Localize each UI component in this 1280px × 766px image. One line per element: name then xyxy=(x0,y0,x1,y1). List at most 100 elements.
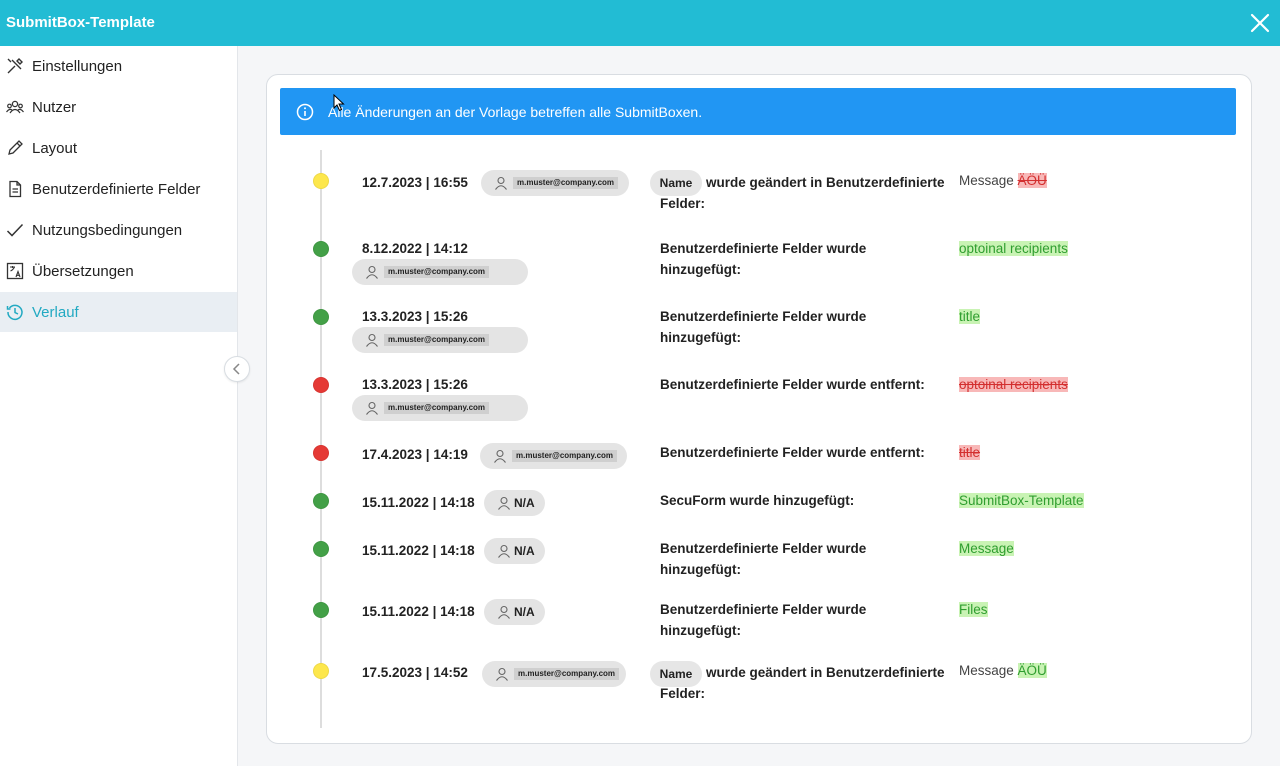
sidebar: Einstellungen Nutzer Layout Benutzerdefi… xyxy=(0,46,238,766)
sidebar-item-label: Einstellungen xyxy=(32,58,123,75)
info-banner-text: Alle Änderungen an der Vorlage betreffen… xyxy=(328,104,703,120)
close-icon[interactable] xyxy=(1248,11,1272,35)
sidebar-item-verlauf[interactable]: Verlauf xyxy=(0,292,237,332)
user-na: N/A xyxy=(514,544,535,558)
entry-description: SecuForm wurde hinzugefügt: xyxy=(660,493,855,508)
user-email: m.muster@company.com xyxy=(384,334,490,346)
sidebar-item-label: Verlauf xyxy=(32,304,79,321)
value-prefix: Message xyxy=(959,663,1014,678)
user-pill[interactable]: m.muster@company.com xyxy=(352,259,528,285)
pen-icon xyxy=(8,140,23,155)
entry-value: Message xyxy=(959,541,1014,556)
entry-datetime: 17.5.2023 | 14:52 xyxy=(362,665,468,680)
translate-icon xyxy=(6,262,24,280)
sidebar-item-label: Nutzer xyxy=(32,99,77,116)
user-icon xyxy=(494,449,506,463)
info-icon xyxy=(296,103,314,121)
entry-description: Benutzerdefinierte Felder wurde hinzugef… xyxy=(660,541,867,577)
entry-value: Files xyxy=(959,602,988,617)
status-dot-green xyxy=(313,602,329,618)
sidebar-item-label: Nutzungsbedingungen xyxy=(32,222,183,239)
user-pill[interactable]: m.muster@company.com xyxy=(352,395,528,421)
entry-datetime: 12.7.2023 | 16:55 xyxy=(362,175,468,190)
added-value: title xyxy=(959,309,981,324)
user-icon xyxy=(498,496,510,510)
mouse-cursor-icon xyxy=(333,94,345,112)
sidebar-item-uebersetzungen[interactable]: Übersetzungen xyxy=(0,251,237,291)
field-name-badge: Name xyxy=(650,170,702,196)
user-na: N/A xyxy=(514,605,535,619)
user-email: m.muster@company.com xyxy=(384,402,490,414)
entry-description: Benutzerdefinierte Felder wurde hinzugef… xyxy=(660,309,867,345)
removed-value: title xyxy=(959,445,981,460)
entry-value: title xyxy=(959,309,981,324)
added-value: optoinal recipients xyxy=(959,241,1068,256)
user-na: N/A xyxy=(514,496,535,510)
entry-description: Benutzerdefinierte Felder wurde entfernt… xyxy=(660,445,925,460)
entry-datetime: 15.11.2022 | 14:18 xyxy=(362,604,475,619)
sidebar-item-label: Benutzerdefinierte Felder xyxy=(32,181,201,198)
sidebar-item-nutzer[interactable]: Nutzer xyxy=(0,87,237,127)
sidebar-item-einstellungen[interactable]: Einstellungen xyxy=(0,46,237,86)
entry-description: Benutzerdefinierte Felder wurde hinzugef… xyxy=(660,241,867,277)
status-dot-green xyxy=(313,309,329,325)
title-bar: SubmitBox-Template xyxy=(0,0,1280,46)
window-title: SubmitBox-Template xyxy=(6,14,155,31)
user-pill[interactable]: m.muster@company.com xyxy=(352,327,528,353)
sidebar-item-label: Layout xyxy=(32,140,78,157)
user-pill[interactable]: m.muster@company.com xyxy=(482,661,626,687)
field-name-badge: Name xyxy=(650,661,702,687)
added-value: SubmitBox-Template xyxy=(959,493,1084,508)
user-pill[interactable]: m.muster@company.com xyxy=(481,170,629,196)
entry-value: Message ÄÖÜ xyxy=(959,173,1047,188)
chevron-left-icon xyxy=(232,363,240,375)
entry-datetime: 15.11.2022 | 14:18 xyxy=(362,543,475,558)
user-email: m.muster@company.com xyxy=(513,177,619,189)
entry-value: title xyxy=(959,445,981,460)
sidebar-item-nutzungsbedingungen[interactable]: Nutzungsbedingungen xyxy=(0,210,237,250)
user-pill[interactable]: N/A xyxy=(484,538,545,564)
user-pill[interactable]: m.muster@company.com xyxy=(480,443,627,469)
status-dot-red xyxy=(313,445,329,461)
checkmark-icon xyxy=(6,223,24,237)
document-icon xyxy=(9,180,22,198)
user-email: m.muster@company.com xyxy=(512,450,618,462)
user-icon xyxy=(366,265,378,279)
entry-value: Message ÄÖÜ xyxy=(959,663,1047,678)
entry-description: wurde geändert in Benutzerdefinierte Fel… xyxy=(660,665,945,701)
user-pill[interactable]: N/A xyxy=(484,490,545,516)
status-dot-green xyxy=(313,493,329,509)
status-dot-yellow xyxy=(313,663,329,679)
sidebar-item-layout[interactable]: Layout xyxy=(0,128,237,168)
entry-datetime: 13.3.2023 | 15:26 xyxy=(362,377,468,392)
entry-description: wurde geändert in Benutzerdefinierte Fel… xyxy=(660,175,945,211)
sidebar-item-benutzerdefinierte-felder[interactable]: Benutzerdefinierte Felder xyxy=(0,169,237,209)
entry-datetime: 17.4.2023 | 14:19 xyxy=(362,447,468,462)
entry-datetime: 8.12.2022 | 14:12 xyxy=(362,241,468,256)
entry-description: Benutzerdefinierte Felder wurde hinzugef… xyxy=(660,602,867,638)
user-icon xyxy=(498,544,510,558)
history-icon xyxy=(6,304,23,321)
timeline-line xyxy=(320,150,322,728)
user-email: m.muster@company.com xyxy=(384,266,490,278)
removed-value: optoinal recipients xyxy=(959,377,1068,392)
user-icon xyxy=(496,667,508,681)
user-pill[interactable]: N/A xyxy=(484,599,545,625)
entry-datetime: 13.3.2023 | 15:26 xyxy=(362,309,468,324)
status-dot-red xyxy=(313,377,329,393)
entry-datetime: 15.11.2022 | 14:18 xyxy=(362,495,475,510)
value-prefix: Message xyxy=(959,173,1014,188)
entry-description: Benutzerdefinierte Felder wurde entfernt… xyxy=(660,377,925,392)
user-icon xyxy=(498,605,510,619)
tools-icon xyxy=(7,58,23,74)
added-value: Message xyxy=(959,541,1014,556)
user-icon xyxy=(366,401,378,415)
entry-value: SubmitBox-Template xyxy=(959,493,1084,508)
collapse-sidebar-button[interactable] xyxy=(224,356,250,382)
entry-value: optoinal recipients xyxy=(959,377,1068,392)
user-icon xyxy=(495,176,507,190)
entry-value: optoinal recipients xyxy=(959,241,1068,256)
status-dot-yellow xyxy=(313,173,329,189)
info-banner: Alle Änderungen an der Vorlage betreffen… xyxy=(280,88,1236,135)
user-email: m.muster@company.com xyxy=(514,668,620,680)
